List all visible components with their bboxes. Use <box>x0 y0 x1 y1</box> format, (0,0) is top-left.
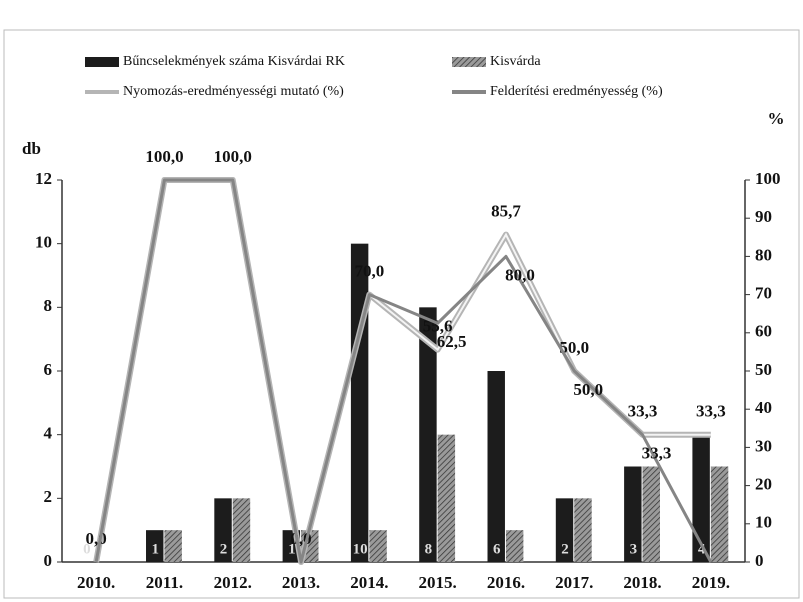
bar <box>232 498 251 562</box>
y2-tick-label: 70 <box>755 284 772 303</box>
x-tick-label: 2014. <box>350 573 388 592</box>
y-tick-label: 0 <box>44 551 53 570</box>
line-value-label: 50,0 <box>573 380 603 399</box>
x-tick-label: 2013. <box>282 573 320 592</box>
bar <box>214 498 232 562</box>
y2-tick-label: 90 <box>755 207 772 226</box>
line-value-label: 100,0 <box>145 147 183 166</box>
y-axis-label: db <box>22 139 41 158</box>
bar <box>574 498 592 562</box>
x-tick-label: 2019. <box>692 573 730 592</box>
line-value-label: 33,3 <box>642 444 672 463</box>
bar-label: 4 <box>698 541 706 557</box>
legend-label: Kisvárda <box>490 54 541 69</box>
y-tick-label: 12 <box>35 169 52 188</box>
y2-tick-label: 60 <box>755 322 772 341</box>
line-value-label: 0,0 <box>86 529 107 548</box>
line-value-label: 70,0 <box>354 262 384 281</box>
bar <box>642 466 660 562</box>
legend-swatch <box>452 57 486 67</box>
legend-label: Nyomozás-eredményességi mutató (%) <box>123 84 344 99</box>
line-value-label: 33,3 <box>628 402 658 421</box>
bar-label: 1 <box>151 541 159 557</box>
bar <box>350 243 369 562</box>
line-value-label: 100,0 <box>214 147 252 166</box>
y-tick-label: 8 <box>44 296 53 315</box>
line-series <box>94 178 713 564</box>
x-tick-label: 2010. <box>77 573 115 592</box>
x-tick-label: 2011. <box>146 573 183 592</box>
y2-tick-label: 0 <box>755 551 764 570</box>
bar <box>710 466 729 562</box>
y-tick-label: 4 <box>44 424 53 443</box>
y2-tick-label: 50 <box>755 360 772 379</box>
line-value-label: 50,0 <box>559 338 589 357</box>
y-tick-label: 6 <box>44 360 53 379</box>
bar <box>146 530 164 562</box>
x-tick-label: 2016. <box>487 573 525 592</box>
bar <box>487 371 505 562</box>
y2-tick-label: 30 <box>755 436 772 455</box>
bar <box>555 498 574 562</box>
bar-label: 6 <box>493 541 501 557</box>
y2-tick-label: 10 <box>755 513 772 532</box>
bar <box>164 530 182 562</box>
x-tick-label: 2018. <box>623 573 661 592</box>
x-tick-label: 2017. <box>555 573 593 592</box>
bar <box>692 434 710 562</box>
bar-label: 0 <box>83 541 91 557</box>
bar <box>505 530 524 562</box>
y2-tick-label: 40 <box>755 398 772 417</box>
x-tick-label: 2012. <box>214 573 252 592</box>
bar-label: 3 <box>630 541 638 557</box>
legend-label: Felderítési eredményesség (%) <box>490 84 663 99</box>
y2-tick-label: 20 <box>755 475 772 494</box>
bar <box>624 466 642 562</box>
bar-label: 2 <box>561 541 569 557</box>
line-value-label: 85,7 <box>491 202 521 221</box>
y-tick-label: 2 <box>44 487 53 506</box>
legend-swatch <box>85 57 119 67</box>
legend-label: Bűncselekmények száma Kisvárdai RK <box>123 54 345 69</box>
y2-axis-label: % <box>768 109 785 128</box>
bar-label: 10 <box>353 541 368 557</box>
y2-tick-label: 100 <box>755 169 781 188</box>
line-series <box>93 177 711 565</box>
bar-label: 2 <box>220 541 228 557</box>
y2-tick-label: 80 <box>755 245 772 264</box>
x-tick-label: 2015. <box>419 573 457 592</box>
frame <box>3 29 800 599</box>
bar-label: 1 <box>288 541 296 557</box>
bar <box>437 434 456 562</box>
line-value-label: 80,0 <box>505 265 535 284</box>
line-value-label: 62,5 <box>437 332 467 351</box>
bar <box>419 307 437 562</box>
line-series-core <box>95 179 711 563</box>
y-tick-label: 10 <box>35 233 52 252</box>
bar-label: 8 <box>425 541 433 557</box>
line-value-label: 33,3 <box>696 402 726 421</box>
bar <box>369 530 387 562</box>
